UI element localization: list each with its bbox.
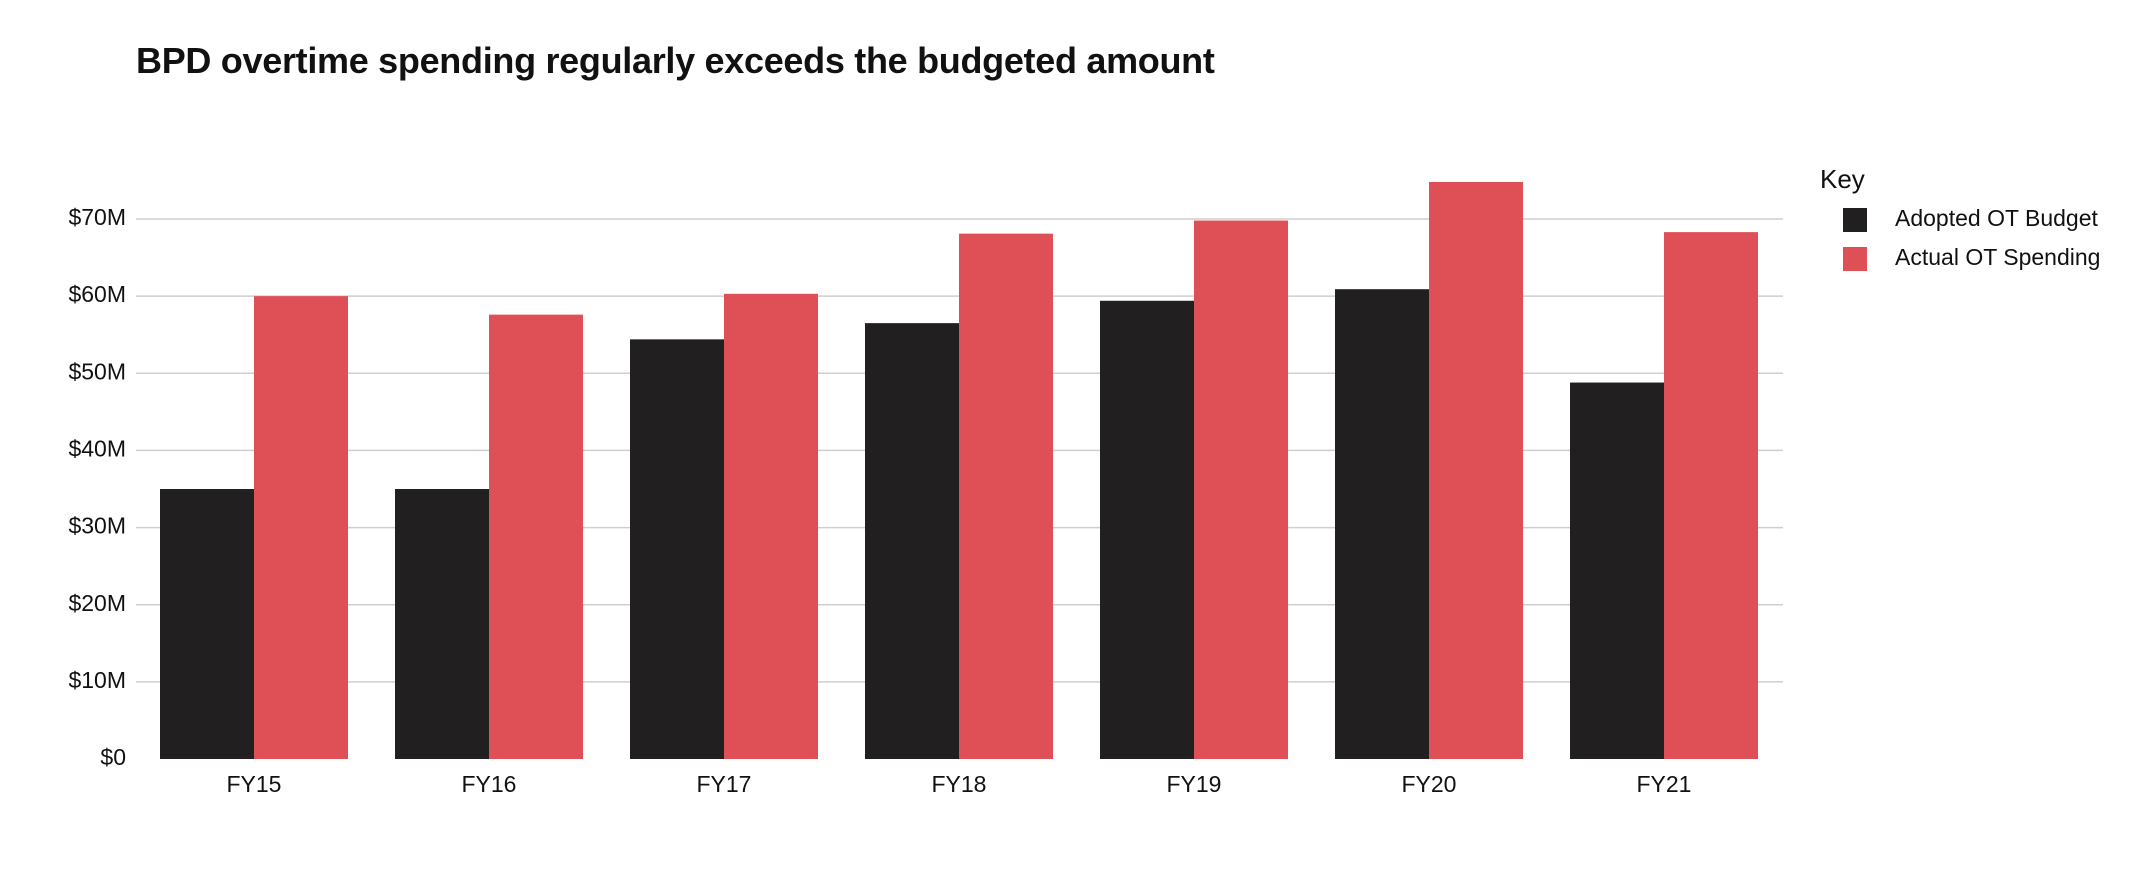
bar-adopted-ot-budget [160, 489, 254, 759]
bar-adopted-ot-budget [1335, 289, 1429, 759]
x-tick-label: FY18 [932, 771, 987, 797]
bar-adopted-ot-budget [630, 339, 724, 759]
legend-title: Key [1820, 164, 1865, 194]
bar-actual-ot-spending [724, 293, 818, 759]
x-tick-label: FY21 [1637, 771, 1692, 797]
x-axis-tick-labels: FY15 FY16 FY17 FY18 FY19 FY20 FY21 [227, 771, 1692, 797]
y-axis-tick-labels: $0 $10M $20M $30M $40M $50M $60M $70M [68, 204, 126, 770]
legend-swatch-actual-ot-spending [1843, 247, 1867, 271]
bar-adopted-ot-budget [1570, 382, 1664, 759]
bar-adopted-ot-budget [865, 323, 959, 759]
y-tick-label: $0 [100, 744, 126, 770]
x-tick-label: FY15 [227, 771, 282, 797]
x-tick-label: FY17 [697, 771, 752, 797]
x-tick-label: FY19 [1167, 771, 1222, 797]
bars [160, 181, 1758, 760]
y-tick-label: $40M [68, 436, 126, 462]
bar-adopted-ot-budget [1100, 300, 1194, 759]
x-tick-label: FY16 [462, 771, 517, 797]
y-tick-label: $60M [68, 281, 126, 307]
y-tick-label: $70M [68, 204, 126, 230]
y-tick-label: $30M [68, 513, 126, 539]
chart-title: BPD overtime spending regularly exceeds … [136, 40, 1215, 81]
legend-label: Actual OT Spending [1895, 244, 2100, 270]
y-tick-label: $10M [68, 667, 126, 693]
legend: Key Adopted OT Budget Actual OT Spending [1820, 164, 2100, 271]
bar-actual-ot-spending [489, 314, 583, 759]
bar-actual-ot-spending [254, 296, 348, 759]
bar-actual-ot-spending [1664, 232, 1758, 760]
bar-actual-ot-spending [1429, 181, 1523, 759]
x-tick-label: FY20 [1402, 771, 1457, 797]
y-tick-label: $20M [68, 590, 126, 616]
bar-adopted-ot-budget [395, 489, 489, 759]
y-tick-label: $50M [68, 358, 126, 384]
legend-swatch-adopted-ot-budget [1843, 208, 1867, 232]
bar-actual-ot-spending [959, 233, 1053, 759]
legend-label: Adopted OT Budget [1895, 205, 2098, 231]
bar-actual-ot-spending [1194, 220, 1288, 760]
